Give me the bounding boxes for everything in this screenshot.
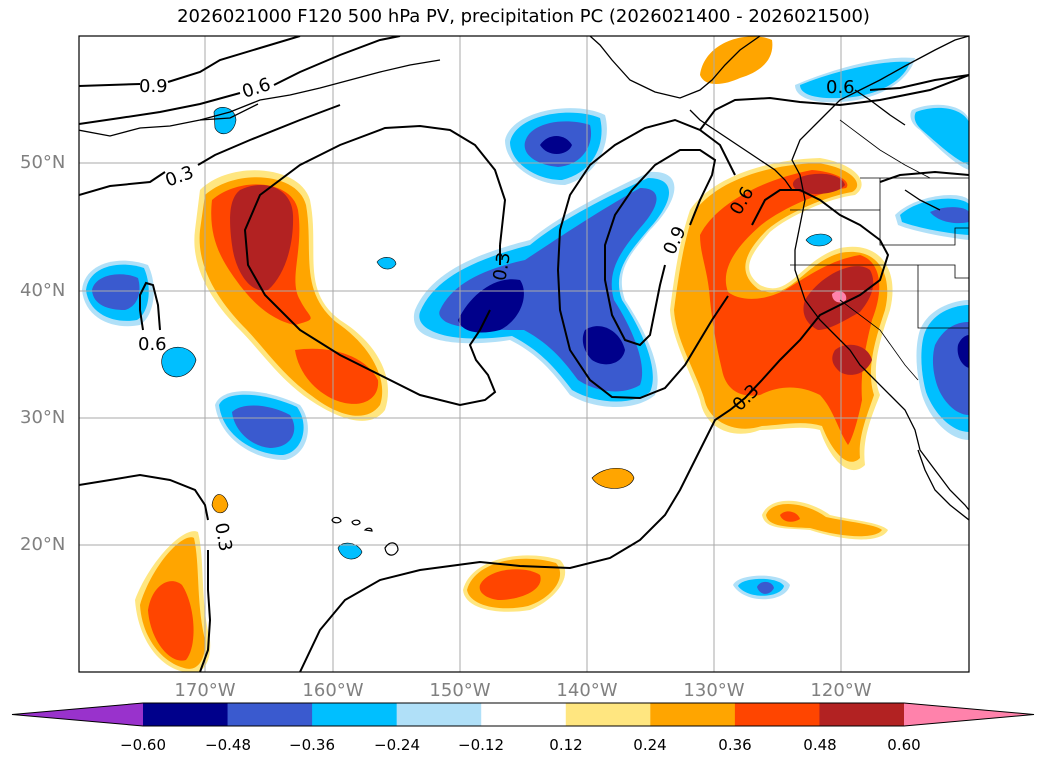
contour-label: 0.6 [826, 77, 855, 98]
contour-label: 0.6 [138, 334, 167, 355]
contour-label: 0.9 [139, 76, 168, 97]
contour-label: 0.3 [210, 521, 236, 553]
colorbar-segment [565, 703, 651, 726]
colorbar-tick-label: −0.36 [289, 736, 335, 754]
precip-negative-west [82, 260, 154, 327]
colorbar-tick-label: −0.48 [205, 736, 251, 754]
lat-label: 50°N [20, 152, 66, 173]
political-borders [790, 119, 969, 381]
colorbar-tick-label: −0.12 [458, 736, 504, 754]
contour-label: 0.3 [489, 251, 515, 283]
colorbar-extend-min [12, 703, 143, 726]
colorbar-tick-label: 0.36 [718, 736, 752, 754]
lon-label: 160°W [302, 680, 364, 701]
pv-contours [79, 36, 969, 672]
colorbar-extend-max [904, 703, 1034, 726]
colorbar-tick-label: −0.24 [374, 736, 420, 754]
graticule [79, 36, 969, 672]
colorbar-segment [650, 703, 736, 726]
hawaiian-islands [331, 516, 399, 556]
colorbar-segment [819, 703, 905, 726]
colorbar-tick-label: −0.60 [120, 736, 166, 754]
precip-negative-small [161, 107, 790, 600]
precip-positive-south-west [135, 531, 211, 672]
colorbar-segment [396, 703, 482, 726]
colorbar [11, 702, 1035, 727]
lon-label: 120°W [810, 680, 872, 701]
precip-negative-north-east [795, 57, 969, 247]
map-frame [78, 35, 970, 673]
colorbar-segment [734, 703, 820, 726]
precip-positive-small-1 [211, 494, 229, 514]
lon-label: 140°W [556, 680, 618, 701]
colorbar-segment [312, 703, 398, 726]
lon-label: 170°W [174, 680, 236, 701]
colorbar-tick-label: 0.24 [633, 736, 667, 754]
colorbar-outline [11, 702, 1035, 727]
chart-title: 2026021000 F120 500 hPa PV, precipitatio… [177, 6, 870, 27]
coastlines [79, 36, 969, 521]
precip-negative-east [916, 300, 969, 440]
precip-positive-south-central [463, 555, 566, 612]
precip-positive-small-2 [591, 467, 635, 489]
lat-label: 30°N [20, 407, 66, 428]
colorbar-segment [227, 703, 313, 726]
precip-negative-west-2 [215, 391, 308, 460]
lat-label: 20°N [20, 534, 66, 555]
lon-label: 130°W [683, 680, 745, 701]
colorbar-tick-label: 0.60 [887, 736, 921, 754]
colorbar-tick-label: 0.12 [549, 736, 583, 754]
colorbar-tick-label: 0.48 [803, 736, 837, 754]
colorbar-segment [481, 703, 567, 726]
precip-positive-south-east [762, 500, 888, 540]
lat-label: 40°N [20, 280, 66, 301]
colorbar-segment [143, 703, 229, 726]
lon-label: 150°W [429, 680, 491, 701]
